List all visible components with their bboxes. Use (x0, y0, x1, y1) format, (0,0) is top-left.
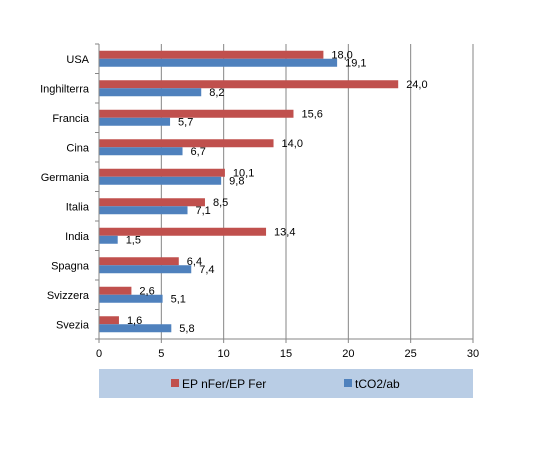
data-label-tco2: 6,7 (191, 146, 206, 158)
bar-ep-ratio (99, 286, 132, 295)
data-label-tco2: 5,8 (179, 323, 194, 335)
data-label-ep-ratio: 6,4 (187, 256, 202, 268)
bar-tco2 (99, 235, 118, 244)
bar-tco2 (99, 294, 163, 303)
legend-swatch (344, 379, 352, 387)
legend-swatch (171, 379, 179, 387)
data-label-tco2: 9,8 (229, 175, 244, 187)
x-tick-label: 20 (342, 348, 354, 360)
data-label-ep-ratio: 24,0 (406, 79, 427, 91)
category-labels: USA Inghilterra Francia Cina Germania Italia I… (40, 54, 90, 332)
bar-tco2 (99, 265, 192, 274)
category-label: India (65, 231, 90, 243)
bar-ep-ratio (99, 168, 225, 177)
category-label: Spagna (51, 260, 90, 272)
data-label-ep-ratio: 1,6 (127, 315, 142, 327)
x-tick-label: 0 (96, 348, 102, 360)
category-label: Cina (66, 142, 90, 154)
bar-ep-ratio (99, 139, 274, 148)
data-label-tco2: 19,1 (345, 57, 366, 69)
data-label-ep-ratio: 10,1 (233, 167, 254, 179)
bar-tco2 (99, 147, 183, 156)
bar-tco2 (99, 117, 171, 126)
category-label: Inghilterra (40, 83, 90, 95)
legend-label: EP nFer/EP Fer (182, 377, 266, 391)
data-label-ep-ratio: 15,6 (301, 108, 322, 120)
category-label: USA (66, 54, 89, 66)
grid-lines (160, 44, 474, 339)
bar-ep-ratio (99, 198, 205, 207)
x-tick-label: 30 (467, 348, 479, 360)
legend: EP nFer/EP Fer tCO2/ab (99, 369, 473, 398)
x-tick-label: 10 (218, 348, 230, 360)
category-label: Germania (41, 172, 90, 184)
bar-ep-ratio (99, 50, 324, 59)
data-label-tco2: 1,5 (126, 234, 141, 246)
data-label-ep-ratio: 8,5 (213, 197, 228, 209)
bar-tco2 (99, 88, 202, 97)
data-label-tco2: 5,1 (171, 293, 186, 305)
category-label: Svizzera (47, 290, 90, 302)
x-tick-label: 15 (280, 348, 292, 360)
bar-ep-ratio (99, 109, 294, 118)
bar-tco2 (99, 206, 188, 215)
data-label-ep-ratio: 18,0 (331, 49, 352, 61)
category-label: Svezia (56, 319, 90, 331)
bar-tco2 (99, 176, 222, 185)
bar-ep-ratio (99, 80, 399, 89)
data-label-ep-ratio: 13,4 (274, 226, 295, 238)
x-tick-label: 25 (405, 348, 417, 360)
bar-ep-ratio (99, 227, 267, 236)
data-label-ep-ratio: 14,0 (282, 138, 303, 150)
legend-label: tCO2/ab (355, 377, 400, 391)
category-label: Francia (52, 113, 90, 125)
category-label: Italia (66, 201, 90, 213)
data-label-ep-ratio: 2,6 (139, 285, 154, 297)
bars (99, 50, 399, 333)
tick-labels: 0 5 10 15 20 25 30 (96, 348, 479, 360)
bar-tco2 (99, 58, 338, 67)
x-tick-label: 5 (158, 348, 164, 360)
bar-ep-ratio (99, 257, 179, 266)
data-label-tco2: 8,2 (209, 87, 224, 99)
axes (95, 43, 474, 343)
data-label-tco2: 7,1 (196, 205, 211, 217)
bar-ep-ratio (99, 316, 119, 325)
data-label-tco2: 7,4 (199, 264, 214, 276)
bar-tco2 (99, 324, 172, 333)
data-label-tco2: 5,7 (178, 116, 193, 128)
legend-background (99, 369, 473, 398)
data-labels: 18,019,124,08,215,65,714,06,710,19,88,57… (126, 49, 428, 335)
